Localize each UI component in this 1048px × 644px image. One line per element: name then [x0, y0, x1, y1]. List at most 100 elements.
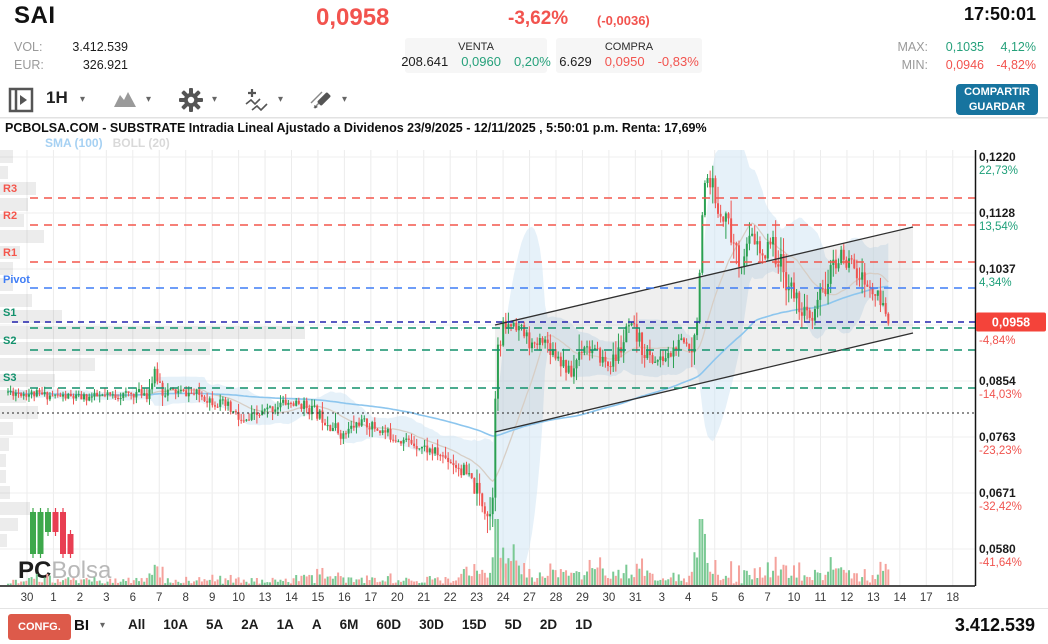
svg-text:24: 24 — [497, 592, 510, 604]
svg-text:13: 13 — [259, 592, 272, 604]
svg-text:-4,84%: -4,84% — [979, 335, 1015, 347]
boll-legend[interactable]: BOLL (20) — [112, 136, 170, 150]
range-button-2A[interactable]: 2A — [241, 617, 259, 632]
range-button-2D[interactable]: 2D — [539, 617, 558, 632]
svg-text:0,1037: 0,1037 — [979, 262, 1016, 276]
min-value: 0,0946 — [945, 58, 984, 72]
bid-size: 6.629 — [559, 54, 592, 69]
svg-text:4: 4 — [685, 592, 692, 604]
range-button-10A[interactable]: 10A — [163, 617, 189, 632]
svg-text:-23,23%: -23,23% — [979, 445, 1022, 457]
svg-text:S1: S1 — [3, 307, 16, 319]
max-label: MAX: — [897, 40, 928, 54]
index-dropdown-caret-icon[interactable]: ▾ — [100, 620, 106, 631]
svg-text:30: 30 — [603, 592, 616, 604]
chart-type-icon[interactable] — [112, 87, 138, 118]
svg-text:R1: R1 — [3, 247, 17, 259]
svg-text:8: 8 — [182, 592, 188, 604]
max-pct: 4,12% — [1000, 40, 1036, 54]
svg-text:28: 28 — [550, 592, 563, 604]
range-button-1A[interactable]: 1A — [276, 617, 294, 632]
sma-legend[interactable]: SMA (100) — [45, 136, 103, 150]
svg-text:22: 22 — [444, 592, 457, 604]
indicator-caret-icon[interactable]: ▾ — [278, 94, 284, 105]
range-button-A[interactable]: A — [311, 617, 322, 632]
indicator-legend: SMA (100) BOLL (20) — [45, 136, 1048, 150]
timeframe-caret-icon[interactable]: ▾ — [80, 94, 86, 105]
chart-header: PCBOLSA.COM - SUBSTRATE Intradia Lineal … — [0, 118, 1048, 150]
pivot-levels-layer: R3 R2 R1 Pivot S1 S2 S3 — [3, 183, 975, 389]
svg-text:0,0763: 0,0763 — [979, 430, 1016, 444]
range-button-60D[interactable]: 60D — [376, 617, 402, 632]
svg-text:31: 31 — [629, 592, 642, 604]
svg-text:S2: S2 — [3, 335, 16, 347]
svg-text:0,1128: 0,1128 — [979, 206, 1015, 220]
settings-caret-icon[interactable]: ▾ — [212, 94, 218, 105]
bid-label: COMPRA — [604, 41, 654, 53]
index-dropdown[interactable]: BI — [74, 617, 89, 634]
eur-value: 326.921 — [82, 58, 128, 72]
range-button-15D[interactable]: 15D — [461, 617, 487, 632]
change-percent: -3,62% — [508, 8, 569, 29]
svg-text:-41,64%: -41,64% — [979, 557, 1022, 569]
chart-toolbar: 1H ▾ ▾ ▾ ▾ — [0, 84, 1048, 118]
range-button-5A[interactable]: 5A — [206, 617, 224, 632]
svg-text:R2: R2 — [3, 210, 17, 222]
range-button-30D[interactable]: 30D — [419, 617, 444, 632]
svg-text:0,0671: 0,0671 — [979, 486, 1016, 500]
clock: 17:50:01 — [963, 4, 1036, 24]
range-button-6M[interactable]: 6M — [339, 617, 359, 632]
ask-price: 0,0960 — [461, 54, 501, 69]
min-label: MIN: — [901, 58, 928, 72]
range-button-1D[interactable]: 1D — [575, 617, 593, 632]
timeframe-selector[interactable]: 1H — [46, 88, 68, 107]
bollinger-cloud — [8, 150, 889, 584]
panel-toggle-icon[interactable] — [8, 87, 34, 118]
svg-text:7: 7 — [764, 592, 770, 604]
max-value: 0,1035 — [945, 40, 984, 54]
min-pct: -4,82% — [996, 58, 1036, 72]
svg-text:23: 23 — [470, 592, 483, 604]
svg-text:17: 17 — [364, 592, 377, 604]
svg-text:17: 17 — [920, 592, 933, 604]
boll-mid-line — [7, 222, 889, 483]
svg-text:1: 1 — [50, 592, 56, 604]
ask-size: 208.641 — [401, 54, 449, 69]
chart-type-caret-icon[interactable]: ▾ — [146, 94, 152, 105]
svg-text:10: 10 — [232, 592, 245, 604]
ask-box: VENTA 208.641 0,0960 0,20% — [401, 38, 551, 73]
config-button[interactable]: CONFG. — [8, 614, 71, 640]
svg-text:0,1220: 0,1220 — [979, 150, 1016, 164]
bid-price: 0,0950 — [604, 54, 645, 69]
share-save-button[interactable]: COMPARTIR GUARDAR — [956, 84, 1038, 115]
svg-text:12: 12 — [841, 592, 854, 604]
svg-text:R3: R3 — [3, 183, 17, 195]
sma-line — [7, 285, 889, 437]
svg-text:0,0580: 0,0580 — [979, 542, 1016, 556]
pcbolsa-logo: PCBolsa — [18, 508, 112, 584]
price-chart[interactable]: 30 1 2 3 6 7 8 9 10 13 14 15 16 17 20 21 22 23 24 27 28 29 30 3… — [0, 148, 1048, 607]
svg-text:3: 3 — [659, 592, 665, 604]
svg-text:S3: S3 — [3, 372, 16, 384]
svg-text:3: 3 — [103, 592, 109, 604]
trend-channel-fill — [495, 227, 913, 432]
draw-tools-icon[interactable] — [308, 87, 334, 118]
svg-text:16: 16 — [338, 592, 351, 604]
add-indicator-icon[interactable] — [244, 87, 270, 118]
last-price: 0,0958 — [316, 4, 390, 31]
bid-box: COMPRA 6.629 0,0950 -0,83% — [556, 38, 702, 73]
svg-text:Pivot: Pivot — [3, 274, 30, 286]
svg-text:5: 5 — [711, 592, 717, 604]
draw-caret-icon[interactable]: ▾ — [342, 94, 348, 105]
save-label: GUARDAR — [968, 100, 1026, 113]
current-price-badge: 0,0958 -4,84% — [976, 312, 1046, 347]
settings-gear-icon[interactable] — [178, 87, 204, 118]
svg-text:0,0958: 0,0958 — [992, 316, 1030, 330]
range-button-5D[interactable]: 5D — [504, 617, 522, 632]
eur-label: EUR: — [14, 58, 44, 72]
quote-header: SAI 0,0958 -3,62% (-0,0036) 17:50:01 VOL… — [0, 0, 1048, 83]
share-label: COMPARTIR — [964, 86, 1030, 98]
range-button-All[interactable]: All — [128, 617, 146, 632]
svg-text:2: 2 — [77, 592, 83, 604]
